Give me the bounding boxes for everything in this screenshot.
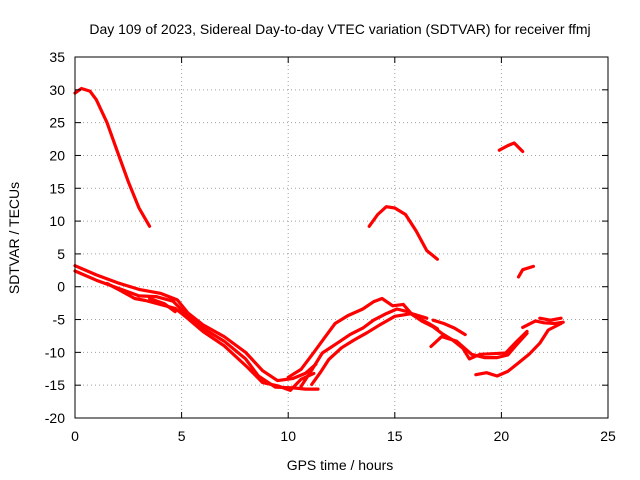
y-tick-label: -15 — [45, 377, 65, 393]
series-arc-1 — [73, 86, 152, 228]
y-tick-label: 25 — [49, 115, 65, 131]
y-tick-label: 35 — [49, 49, 65, 65]
series-arc-15 — [521, 319, 565, 329]
series-arc-8 — [148, 296, 177, 314]
chart-title: Day 109 of 2023, Sidereal Day-to-day VTE… — [89, 21, 590, 37]
y-tick-label: -5 — [53, 312, 66, 328]
series-arc-7 — [105, 281, 316, 392]
y-tick-label: -20 — [45, 410, 65, 426]
x-tick-label: 20 — [494, 428, 510, 444]
y-tick-label: 20 — [49, 147, 65, 163]
series-arc-4 — [516, 264, 535, 279]
series-arc-14 — [474, 321, 563, 378]
y-tick-label: 15 — [49, 180, 65, 196]
series-arc-11 — [310, 312, 429, 387]
x-tick-label: 0 — [71, 428, 79, 444]
x-tick-label: 5 — [178, 428, 186, 444]
series-arc-3 — [497, 141, 525, 154]
y-tick-label: 5 — [57, 246, 65, 262]
x-axis-label: GPS time / hours — [287, 457, 394, 473]
series-arc-16 — [538, 316, 563, 322]
x-tick-label: 15 — [387, 428, 403, 444]
series-arc-13 — [431, 318, 467, 337]
y-axis-label: SDTVAR / TECUs — [6, 182, 22, 294]
y-tick-label: 30 — [49, 82, 65, 98]
x-tick-label: 10 — [280, 428, 296, 444]
plot-frame — [74, 56, 609, 419]
y-tick-label: 10 — [49, 213, 65, 229]
axis-ticks: 0 5 10 15 20 25 -20 -15 -10 -5 0 5 10 15 20 25 30 35 — [45, 49, 616, 444]
series-arc-10 — [299, 307, 439, 389]
grid-lines — [75, 57, 608, 418]
series-arc-12 — [429, 331, 529, 360]
x-tick-label: 25 — [600, 428, 616, 444]
y-tick-label: 0 — [57, 279, 65, 295]
data-series — [73, 86, 565, 392]
y-tick-label: -10 — [45, 344, 65, 360]
series-arc-2 — [367, 205, 439, 261]
series-arc-5 — [73, 264, 318, 383]
